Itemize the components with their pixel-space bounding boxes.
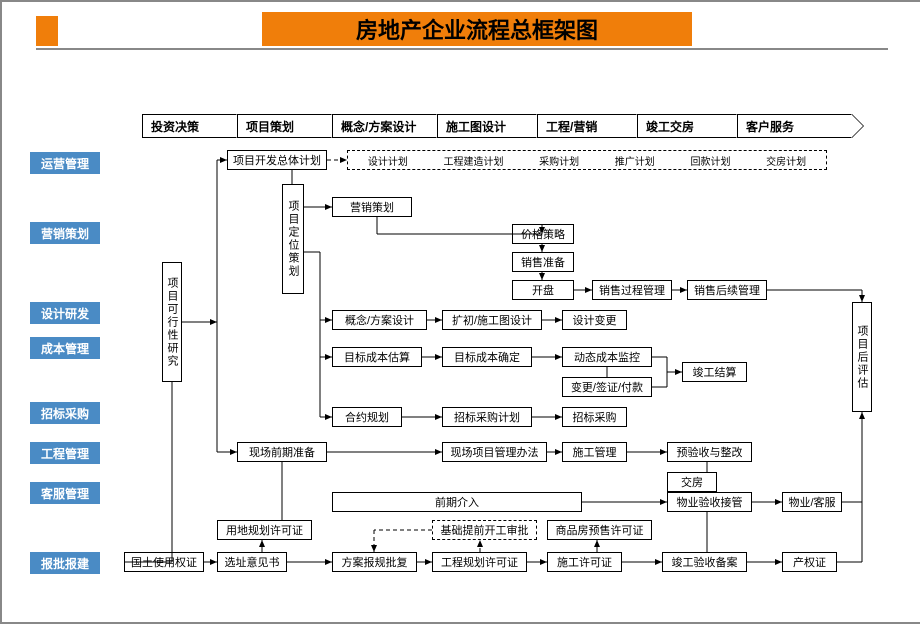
title-accent — [36, 16, 58, 46]
diagram-stage: 房地产企业流程总框架图 投资决策项目策划概念/方案设计施工图设计工程/营销竣工交… — [0, 0, 920, 624]
box-costconf: 目标成本确定 — [442, 347, 532, 367]
title-underline — [36, 48, 888, 50]
box-completefile: 竣工验收备案 — [662, 552, 747, 572]
plan-item: 设计计划 — [368, 153, 408, 168]
phase-竣工交房: 竣工交房 — [637, 114, 737, 138]
box-contract: 合约规划 — [332, 407, 402, 427]
swimlane-报批报建: 报批报建 — [30, 552, 100, 574]
box-engpermit: 工程规划许可证 — [432, 552, 527, 572]
phase-施工图设计: 施工图设计 — [437, 114, 537, 138]
plan-item: 推广计划 — [615, 153, 655, 168]
box-propcert: 产权证 — [782, 552, 837, 572]
phase-投资决策: 投资决策 — [142, 114, 237, 138]
box-costchg: 变更/签证/付款 — [562, 377, 652, 397]
box-presale: 商品房预售许可证 — [547, 520, 652, 540]
title-band: 房地产企业流程总框架图 — [262, 12, 692, 46]
box-devplan: 项目开发总体计划 — [227, 150, 327, 170]
phase-工程/营销: 工程/营销 — [537, 114, 637, 138]
phase-概念/方案设计: 概念/方案设计 — [332, 114, 437, 138]
box-foundation: 基础提前开工审批 — [432, 520, 537, 540]
phase-客户服务: 客户服务 — [737, 114, 852, 138]
box-procplan: 招标采购计划 — [442, 407, 532, 427]
box-sitemgmt: 现场项目管理办法 — [442, 442, 547, 462]
box-feasibility: 项目可行性研究 — [162, 262, 182, 382]
box-siteopinion: 选址意见书 — [217, 552, 287, 572]
box-costdyn: 动态成本监控 — [562, 347, 652, 367]
box-proc: 招标采购 — [562, 407, 627, 427]
swimlane-招标采购: 招标采购 — [30, 402, 100, 424]
swimlane-客服管理: 客服管理 — [30, 482, 100, 504]
box-preinvolve: 前期介入 — [332, 492, 582, 512]
box-siteprep: 现场前期准备 — [237, 442, 327, 462]
box-deliver: 交房 — [667, 472, 717, 492]
swimlane-工程管理: 工程管理 — [30, 442, 100, 464]
box-costest: 目标成本估算 — [332, 347, 422, 367]
swimlane-成本管理: 成本管理 — [30, 337, 100, 359]
plan-item: 交房计划 — [766, 153, 806, 168]
phase-项目策划: 项目策划 — [237, 114, 332, 138]
box-concept: 概念/方案设计 — [332, 310, 427, 330]
box-landplan: 用地规划许可证 — [217, 520, 312, 540]
box-settle: 竣工结算 — [682, 362, 747, 382]
box-landuse: 国土使用权证 — [124, 552, 204, 572]
box-designchg: 设计变更 — [562, 310, 627, 330]
box-open: 开盘 — [512, 280, 574, 300]
dashed-plans-box: 设计计划 工程建造计划 采购计划 推广计划 回款计划 交房计划 — [347, 150, 827, 170]
swimlane-设计研发: 设计研发 — [30, 302, 100, 324]
swimlane-营销策划: 营销策划 — [30, 222, 100, 244]
box-constmgmt: 施工管理 — [562, 442, 627, 462]
box-posplan: 项目定位策划 — [282, 184, 304, 294]
box-schemeapprove: 方案报规批复 — [332, 552, 417, 572]
box-constpermit: 施工许可证 — [547, 552, 622, 572]
box-propaccept: 物业验收接管 — [667, 492, 752, 512]
box-preaccept: 预验收与整改 — [667, 442, 752, 462]
box-pricestrat: 价格策略 — [512, 224, 574, 244]
plan-item: 采购计划 — [539, 153, 579, 168]
swimlane-运营管理: 运营管理 — [30, 152, 100, 174]
box-salesprep: 销售准备 — [512, 252, 574, 272]
box-posteval: 项目后评估 — [852, 302, 872, 412]
box-salesproc: 销售过程管理 — [592, 280, 672, 300]
box-mktplan: 营销策划 — [332, 197, 412, 217]
box-propsvc: 物业/客服 — [782, 492, 842, 512]
box-salesafter: 销售后续管理 — [687, 280, 767, 300]
box-expand: 扩初/施工图设计 — [442, 310, 542, 330]
plan-item: 回款计划 — [690, 153, 730, 168]
plan-item: 工程建造计划 — [443, 153, 503, 168]
